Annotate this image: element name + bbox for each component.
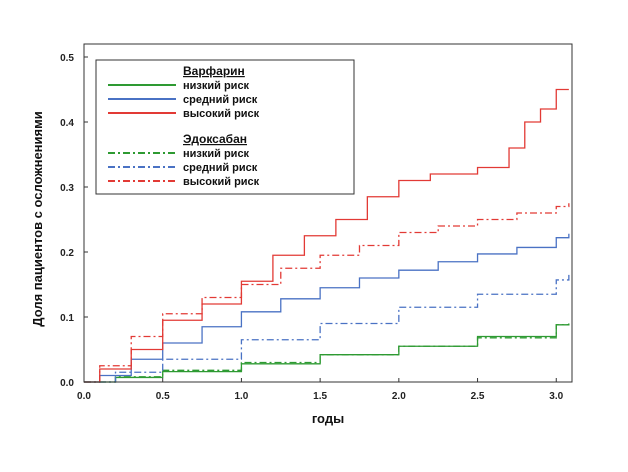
legend: Варфарин низкий риск средний риск высокий р… [95,59,355,195]
y-tick-label: 0.4 [60,118,74,129]
legend-entry-label: низкий риск [183,80,250,92]
x-tick-label: 0.0 [77,391,91,402]
series-line-4 [84,323,570,383]
series-line-5 [84,274,570,383]
plot-frame [83,43,573,383]
marks-layer [84,88,570,383]
y-tick-label: 0.3 [60,183,74,194]
ticks-layer: 0.0 0.5 1.0 1.5 2.0 2.5 3.0 0.0 0.1 0.2 0.3 0.4 0.5 [60,53,564,402]
y-tick-label: 0.2 [60,248,74,259]
x-tick-label: 3.0 [549,391,563,402]
y-tick-label: 0.1 [60,313,74,324]
series-line-2 [84,233,570,383]
series-line-1 [84,323,570,383]
legend-entry-label: средний риск [183,162,258,174]
x-tick-label: 0.5 [156,391,170,402]
legend-box [95,59,355,195]
legend-entry-label: низкий риск [183,148,250,160]
x-tick-label: 1.0 [234,391,248,402]
x-axis-title: годы [312,411,344,426]
legend-entry-label: высокий риск [183,108,260,120]
legend-group-title: Варфарин [183,64,245,78]
legend-group-title: Эдоксабан [183,132,247,146]
x-tick-label: 2.0 [392,391,406,402]
y-tick-label: 0.5 [60,53,74,64]
x-tick-label: 2.5 [471,391,485,402]
x-tick-label: 1.5 [313,391,327,402]
series-line-6 [84,203,570,383]
legend-entry-label: средний риск [183,94,258,106]
y-axis-title: Доля пациентов с осложнениями [30,111,45,326]
y-tick-label: 0.0 [60,378,74,389]
legend-entry-label: высокий риск [183,176,260,188]
